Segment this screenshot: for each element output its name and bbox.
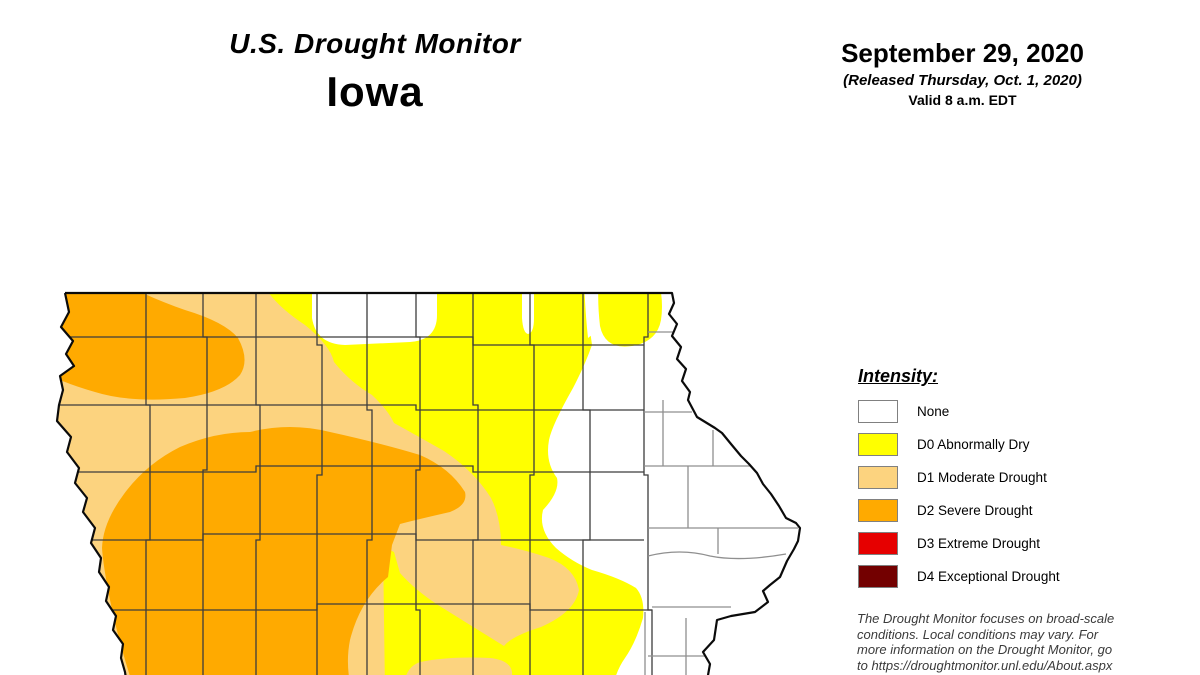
- legend-label-d1: D1 Moderate Drought: [917, 469, 1047, 485]
- page-title: U.S. Drought Monitor: [229, 28, 521, 59]
- legend-item-none: None: [858, 399, 1138, 423]
- region-d2-northwest: [57, 293, 245, 400]
- released-date: (Released Thursday, Oct. 1, 2020): [843, 72, 1082, 89]
- region-none-gap-north-2: [522, 293, 534, 334]
- region-none-gap-north-3: [584, 293, 599, 338]
- region-d2-central: [102, 427, 466, 675]
- legend-heading: Intensity:: [858, 366, 939, 386]
- legend-swatch-d2: [858, 498, 898, 522]
- map-date: September 29, 2020: [841, 38, 1084, 68]
- legend-item-d1: D1 Moderate Drought: [858, 465, 1138, 489]
- state-border: [55, 291, 802, 675]
- title-block: U.S. Drought Monitor Iowa: [155, 28, 595, 116]
- county-lines-east: [644, 331, 798, 675]
- legend-label-d0: D0 Abnormally Dry: [917, 436, 1030, 452]
- legend-label-d3: D3 Extreme Drought: [917, 535, 1041, 551]
- legend-swatch-none: [858, 399, 898, 423]
- legend-item-d2: D2 Severe Drought: [858, 498, 1138, 522]
- legend-swatch-d1: [858, 465, 898, 489]
- iowa-drought-map: [55, 291, 802, 675]
- legend-label-none: None: [917, 403, 950, 419]
- legend-item-d0: D0 Abnormally Dry: [858, 432, 1138, 456]
- state-title: Iowa: [326, 68, 424, 115]
- legend-item-d3: D3 Extreme Drought: [858, 531, 1138, 555]
- disclaimer-text: The Drought Monitor focuses on broad-sca…: [857, 611, 1115, 673]
- legend-label-d4: D4 Exceptional Drought: [917, 568, 1060, 584]
- date-block: September 29, 2020 (Released Thursday, O…: [805, 38, 1120, 108]
- legend-swatch-d3: [858, 531, 898, 555]
- intensity-legend: Intensity: None D0 Abnormally Dry D1 Mod…: [858, 366, 1138, 597]
- legend-item-d4: D4 Exceptional Drought: [858, 564, 1138, 588]
- iowa-map-container: [55, 290, 815, 675]
- legend-swatch-d4: [858, 564, 898, 588]
- valid-time: Valid 8 a.m. EDT: [908, 92, 1017, 108]
- region-d0-northeast-blob: [598, 293, 662, 347]
- county-lines: [57, 293, 653, 675]
- legend-label-d2: D2 Severe Drought: [917, 502, 1033, 518]
- region-none-gap-north-1: [312, 293, 437, 345]
- legend-swatch-d0: [858, 432, 898, 456]
